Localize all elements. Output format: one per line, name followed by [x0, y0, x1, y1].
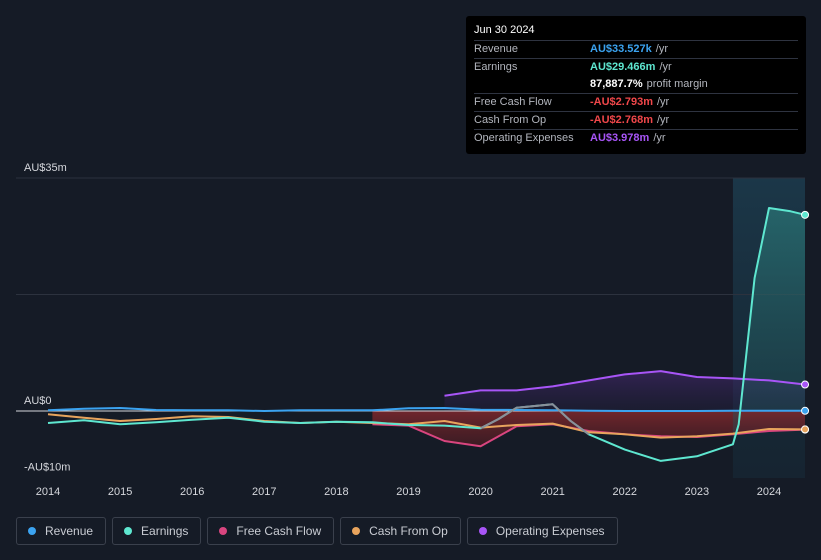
x-tick-label: 2016: [180, 486, 204, 498]
earnings-end-point: [801, 210, 810, 219]
tooltip-value: AU$29.466m: [590, 61, 656, 73]
legend-label: Revenue: [45, 524, 94, 538]
tooltip-unit: /yr: [656, 96, 670, 108]
tooltip-row-profit-margin: 87,887.7% profit margin: [474, 76, 798, 93]
x-tick-label: 2021: [540, 486, 564, 498]
tooltip-value: AU$3.978m: [590, 132, 650, 144]
earnings-line-segment: [480, 403, 590, 436]
legend-item-revenue[interactable]: Revenue: [16, 517, 107, 545]
legend-item-operating-expenses[interactable]: Operating Expenses: [466, 517, 618, 545]
tooltip-label: Earnings: [474, 61, 518, 73]
tooltip-label: Cash From Op: [474, 114, 547, 126]
tooltip-unit: /yr: [659, 61, 672, 73]
revenue-end-point: [801, 406, 810, 415]
tooltip-value: -AU$2.793m: [590, 96, 653, 108]
x-tick-label: 2017: [252, 486, 276, 498]
tooltip-value: -AU$2.768m: [590, 114, 653, 126]
legend-item-cash-from-op[interactable]: Cash From Op: [340, 517, 461, 545]
tooltip-unit: /yr: [655, 43, 669, 55]
cash-from-op-end-point: [801, 425, 810, 434]
y-tick-label: AU$35m: [24, 162, 67, 174]
x-tick-label: 2022: [613, 486, 637, 498]
tooltip-value: AU$33.527k: [590, 43, 652, 55]
tooltip-label: Operating Expenses: [474, 132, 574, 144]
x-tick-label: 2014: [36, 486, 60, 498]
tooltip-row-revenue: Revenue AU$33.527k /yr: [474, 40, 798, 58]
tooltip-unit: /yr: [653, 132, 666, 144]
legend-item-earnings[interactable]: Earnings: [112, 517, 202, 545]
data-tooltip: Jun 30 2024 Revenue AU$33.527k /yr Earni…: [466, 16, 806, 154]
tooltip-unit: /yr: [656, 114, 670, 126]
legend-dot-icon: [352, 527, 361, 535]
legend-label: Earnings: [141, 524, 189, 538]
x-tick-label: 2024: [757, 486, 781, 498]
revenue-line: [47, 407, 805, 412]
operating-expenses-area: [444, 371, 805, 411]
operating-expenses-end-point: [801, 380, 810, 389]
tooltip-label: Revenue: [474, 43, 519, 55]
tooltip-row-operating-expenses: Operating Expenses AU$3.978m /yr: [474, 129, 798, 147]
tooltip-label: [474, 76, 590, 93]
tooltip-label: Free Cash Flow: [474, 96, 552, 108]
legend-label: Free Cash Flow: [236, 524, 322, 538]
legend-dot-icon: [124, 527, 133, 535]
tooltip-row-cash-from-op: Cash From Op -AU$2.768m /yr: [474, 111, 798, 129]
y-tick-label: -AU$10m: [24, 462, 70, 474]
legend-label: Operating Expenses: [495, 524, 605, 538]
cash-from-op-line: [47, 413, 806, 439]
legend-label: Cash From Op: [369, 524, 448, 538]
tooltip-row-free-cash-flow: Free Cash Flow -AU$2.793m /yr: [474, 93, 798, 111]
x-tick-label: 2018: [324, 486, 348, 498]
free-cash-flow-area: [372, 411, 805, 447]
legend-dot-icon: [219, 527, 228, 535]
x-tick-label: 2015: [108, 486, 132, 498]
chart-legend: Revenue Earnings Free Cash Flow Cash Fro…: [16, 517, 618, 545]
legend-dot-icon: [28, 527, 36, 535]
tooltip-value: 87,887.7%: [590, 78, 643, 90]
operating-expenses-line: [444, 370, 806, 397]
y-tick-label: AU$0: [24, 395, 52, 407]
x-tick-label: 2020: [468, 486, 492, 498]
tooltip-unit: profit margin: [646, 78, 708, 90]
legend-dot-icon: [478, 527, 487, 535]
x-tick-label: 2019: [396, 486, 420, 498]
legend-item-free-cash-flow[interactable]: Free Cash Flow: [207, 517, 335, 545]
earnings-area: [732, 208, 805, 445]
x-tick-label: 2023: [685, 486, 709, 498]
tooltip-date: Jun 30 2024: [474, 24, 535, 36]
earnings-revenue-chart: AU$35m AU$0 -AU$10m 2014 2015 2016 2017 2018 201…: [16, 162, 810, 498]
tooltip-row-earnings: Earnings AU$29.466m /yr: [474, 58, 798, 76]
